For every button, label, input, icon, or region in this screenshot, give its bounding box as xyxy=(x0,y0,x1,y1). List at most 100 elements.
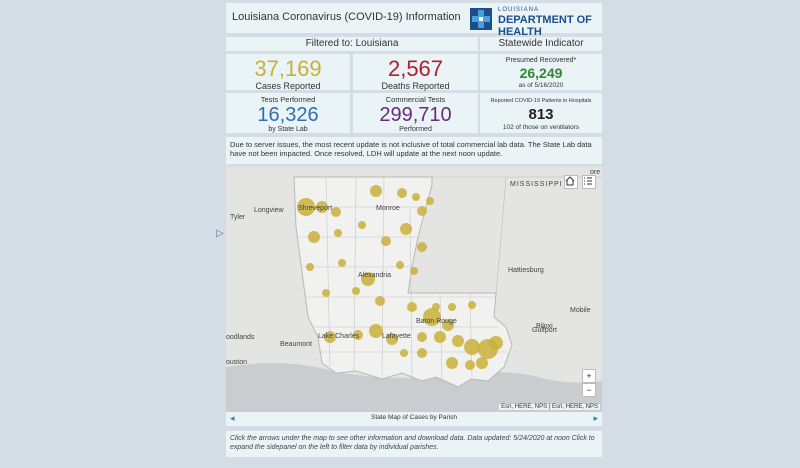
commercial-tests-card: Commercial Tests 299,710 Performed xyxy=(353,93,478,133)
case-bubble[interactable] xyxy=(412,193,420,201)
case-bubble[interactable] xyxy=(446,357,458,369)
case-bubble[interactable] xyxy=(396,261,404,269)
legend-button[interactable] xyxy=(582,175,596,189)
filter-label: Filtered to: Louisiana xyxy=(305,38,399,49)
map-label-woodlands: oodlands xyxy=(226,334,255,341)
case-bubble[interactable] xyxy=(468,301,476,309)
case-bubble[interactable] xyxy=(417,206,427,216)
case-bubble[interactable] xyxy=(489,336,503,350)
ldh-logo: LOUISIANA DEPARTMENT OF HEALTH xyxy=(470,6,598,38)
case-bubble[interactable] xyxy=(442,319,454,331)
case-bubble[interactable] xyxy=(308,231,320,243)
commercial-tests-title: Commercial Tests xyxy=(385,95,446,104)
case-bubble[interactable] xyxy=(465,360,475,370)
case-bubble[interactable] xyxy=(331,207,341,217)
case-bubble[interactable] xyxy=(417,348,427,358)
case-bubble[interactable] xyxy=(448,303,456,311)
case-bubble[interactable] xyxy=(464,339,480,355)
commercial-tests-value: 299,710 xyxy=(379,104,452,126)
case-bubble[interactable] xyxy=(397,188,407,198)
case-bubble[interactable] xyxy=(417,332,427,342)
footer-note: Click the arrows under the map to see ot… xyxy=(226,431,602,457)
hospital-card: Reported COVID-19 Patients in Hospitals … xyxy=(480,93,602,133)
map-label-shreveport: Shreveport xyxy=(298,205,333,212)
case-bubble[interactable] xyxy=(338,259,346,267)
map-caption: State Map of Cases by Parish xyxy=(371,414,457,421)
home-button[interactable] xyxy=(564,175,578,189)
map-label-houston: ouston xyxy=(226,359,248,366)
deaths-card: 2,567 Deaths Reported xyxy=(353,54,478,91)
zoom-in-button[interactable]: + xyxy=(582,369,596,383)
map-label-alexandria: Alexandria xyxy=(358,272,392,279)
case-bubble[interactable] xyxy=(410,267,418,275)
header-bar: Louisiana Coronavirus (COVID-19) Informa… xyxy=(226,3,602,38)
case-bubble[interactable] xyxy=(324,331,336,343)
map-label-biloxi: Biloxi xyxy=(536,323,553,330)
case-bubble[interactable] xyxy=(369,324,383,338)
cases-label: Cases Reported xyxy=(255,81,321,91)
case-bubble[interactable] xyxy=(434,331,446,343)
home-icon xyxy=(565,176,575,186)
case-bubble[interactable] xyxy=(361,272,375,286)
case-bubble[interactable] xyxy=(375,296,385,306)
case-bubble[interactable] xyxy=(334,229,342,237)
list-icon xyxy=(584,177,592,185)
case-bubble[interactable] xyxy=(381,236,391,246)
parish-map[interactable]: Tyler Longview Shreveport Monroe MISSISS… xyxy=(226,167,602,412)
case-bubble[interactable] xyxy=(386,333,398,345)
case-bubble[interactable] xyxy=(370,185,382,197)
expand-sidepanel-icon[interactable]: ▷ xyxy=(216,228,224,239)
case-bubble[interactable] xyxy=(400,223,412,235)
state-tests-title: Tests Performed xyxy=(260,95,316,104)
hospital-label: 102 of those on ventilators xyxy=(502,124,580,131)
statewide-header: Statewide Indicator xyxy=(480,37,602,51)
map-label-gulfport: Gulfport xyxy=(532,327,557,334)
state-tests-value: 16,326 xyxy=(257,104,319,126)
logo-dept-text: DEPARTMENT OF HEALTH xyxy=(498,14,592,38)
filter-status: Filtered to: Louisiana xyxy=(226,37,478,51)
case-bubble[interactable] xyxy=(316,201,328,213)
page-title: Louisiana Coronavirus (COVID-19) Informa… xyxy=(232,11,461,23)
case-bubble[interactable] xyxy=(476,357,488,369)
recovered-date: as of 5/16/2020 xyxy=(518,82,564,89)
case-bubble[interactable] xyxy=(417,242,427,252)
map-label-baton-rouge: Baton Rouge xyxy=(416,318,457,325)
case-bubble[interactable] xyxy=(400,349,408,357)
statewide-label: Statewide Indicator xyxy=(498,38,584,49)
state-tests-label: by State Lab xyxy=(268,126,308,133)
case-bubble[interactable] xyxy=(353,330,363,340)
map-label-mobile: Mobile xyxy=(570,307,591,314)
case-bubble[interactable] xyxy=(407,302,417,312)
case-bubble[interactable] xyxy=(426,197,434,205)
case-bubble[interactable] xyxy=(306,263,314,271)
case-bubbles xyxy=(297,185,503,370)
ldh-logo-icon xyxy=(470,8,492,30)
commercial-tests-label: Performed xyxy=(399,126,432,133)
update-notice: Due to server issues, the most recent up… xyxy=(226,137,602,164)
next-arrow-icon[interactable]: ▸ xyxy=(593,413,598,423)
map-label-hattiesburg: Hattiesburg xyxy=(508,267,544,274)
hospital-title: Reported COVID-19 Patients in Hospitals xyxy=(490,98,592,104)
logo-state-text: LOUISIANA xyxy=(498,7,540,13)
case-bubble[interactable] xyxy=(358,221,366,229)
deaths-label: Deaths Reported xyxy=(381,81,450,91)
case-bubble[interactable] xyxy=(352,287,360,295)
case-bubble[interactable] xyxy=(423,308,441,326)
update-notice-text: Due to server issues, the most recent up… xyxy=(230,140,592,158)
case-bubble[interactable] xyxy=(297,198,315,216)
map-label-corner: ore xyxy=(590,169,601,176)
state-tests-card: Tests Performed 16,326 by State Lab xyxy=(226,93,350,133)
zoom-out-button[interactable]: − xyxy=(582,383,596,397)
footer-text: Click the arrows under the map to see ot… xyxy=(230,435,595,451)
map-attribution: Esri, HERE, NPS | Esri, HERE, NPS xyxy=(499,404,600,410)
case-bubble[interactable] xyxy=(322,289,330,297)
map-label-beaumont: Beaumont xyxy=(280,341,312,348)
map-canvas xyxy=(226,176,602,412)
cases-value: 37,169 xyxy=(254,56,322,81)
prev-arrow-icon[interactable]: ◂ xyxy=(230,413,235,423)
map-label-tyler: Tyler xyxy=(230,214,246,221)
map-footer: ◂ State Map of Cases by Parish ▸ xyxy=(226,412,602,426)
case-bubble[interactable] xyxy=(452,335,464,347)
map-label-longview: Longview xyxy=(254,207,284,214)
map-label-monroe: Monroe xyxy=(376,205,400,212)
